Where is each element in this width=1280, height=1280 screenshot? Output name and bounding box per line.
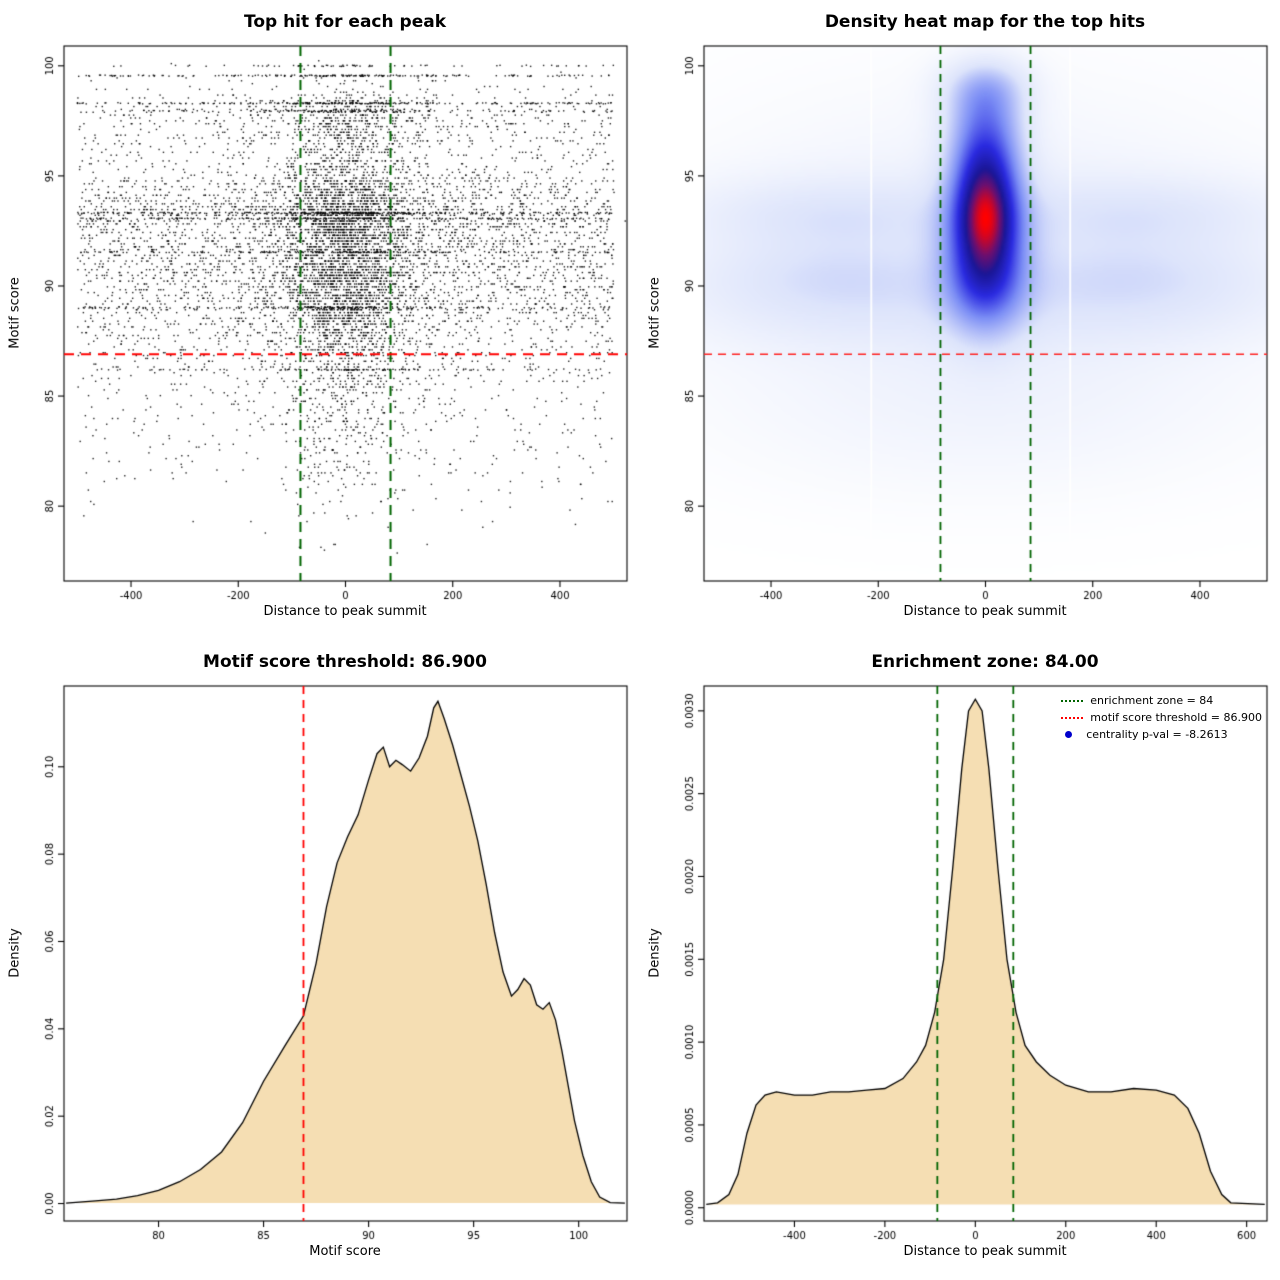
panel-motif-score-density: Motif score threshold: 86.900 Motif scor… — [0, 640, 640, 1280]
legend: enrichment zone = 84 motif score thresho… — [1061, 692, 1262, 743]
panel-enrichment-zone-density: Enrichment zone: 84.00 Distance to peak … — [640, 640, 1280, 1280]
distance-density-plot-canvas — [640, 640, 1280, 1280]
panel-density-heatmap: Density heat map for the top hits Distan… — [640, 0, 1280, 640]
legend-label-score-threshold: motif score threshold = 86.900 — [1090, 711, 1262, 724]
y-axis-label-heatmap: Motif score — [647, 277, 663, 349]
score-threshold-line-icon — [1061, 716, 1084, 719]
panel-title-score-density: Motif score threshold: 86.900 — [203, 652, 487, 672]
legend-entry: motif score threshold = 86.900 — [1061, 709, 1262, 726]
panel-top-hit-scatter: Top hit for each peak Distance to peak s… — [0, 0, 640, 640]
x-axis-label-enrichment: Distance to peak summit — [903, 1244, 1067, 1259]
score-density-plot-canvas — [0, 640, 640, 1280]
panel-title-enrichment: Enrichment zone: 84.00 — [871, 652, 1099, 672]
y-axis-label-scatter: Motif score — [7, 277, 23, 349]
scatter-plot-canvas — [0, 0, 640, 640]
y-axis-label-score-density: Density — [7, 928, 23, 978]
legend-label-centrality-pval: centrality p-val = -8.2613 — [1086, 728, 1228, 741]
panel-title-scatter: Top hit for each peak — [243, 12, 447, 32]
legend-entry: centrality p-val = -8.2613 — [1061, 726, 1262, 743]
x-axis-label-scatter: Distance to peak summit — [263, 604, 427, 619]
legend-label-enrichment-zone: enrichment zone = 84 — [1090, 694, 1214, 707]
centrality-pval-dot-icon — [1065, 731, 1073, 738]
heatmap-plot-canvas — [640, 0, 1280, 640]
y-axis-label-enrichment: Density — [647, 928, 663, 978]
enrichment-zone-line-icon — [1061, 699, 1084, 702]
x-axis-label-heatmap: Distance to peak summit — [903, 604, 1067, 619]
x-axis-label-score-density: Motif score — [309, 1244, 381, 1259]
legend-entry: enrichment zone = 84 — [1061, 692, 1262, 709]
panel-title-heatmap: Density heat map for the top hits — [824, 12, 1146, 32]
